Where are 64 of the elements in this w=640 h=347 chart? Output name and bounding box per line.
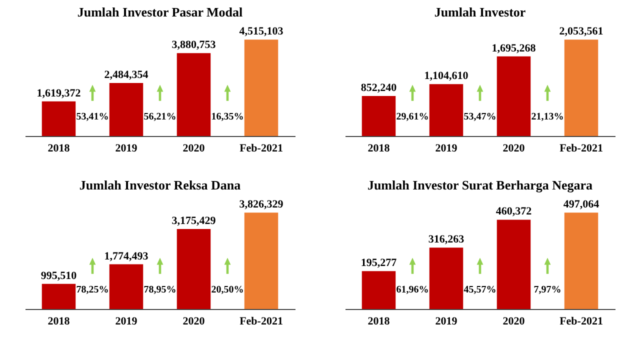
annotation: 16,35% (211, 112, 244, 123)
x-tick-label: 2020 (502, 142, 526, 154)
bar (564, 40, 598, 136)
data-label: 1,774,493 (104, 250, 149, 262)
bar (362, 271, 396, 309)
data-label: 2,484,354 (104, 68, 149, 81)
data-label: 995,510 (40, 270, 78, 282)
x-tick-label: Feb-2021 (560, 142, 603, 154)
chart-title: Jumlah Investor Pasar Modal (77, 4, 244, 20)
bar (496, 220, 531, 309)
data-label: 852,240 (360, 82, 398, 94)
data-label: 1,104,610 (424, 70, 469, 82)
annotation: 56,21% (144, 112, 176, 123)
bar (429, 248, 464, 309)
bar (564, 212, 598, 309)
annotation: 53,47% (464, 112, 496, 123)
annotation: 20,50% (211, 284, 244, 296)
data-label: 1,619,372 (36, 87, 82, 100)
annotation: 78,25% (76, 284, 109, 296)
x-tick-label: 2018 (48, 142, 70, 154)
data-label: 460,372 (496, 206, 532, 218)
data-label: 195,277 (360, 257, 398, 270)
x-tick-label: Feb-2021 (560, 316, 603, 328)
x-tick-label: Feb-2021 (240, 316, 283, 328)
annotation: 53,41% (76, 112, 109, 123)
x-tick-label: 2020 (182, 142, 206, 154)
x-tick-label: 2020 (502, 316, 526, 328)
data-label: 2,053,561 (559, 26, 604, 38)
bar (429, 84, 464, 136)
chart-title: Jumlah Investor Reksa Dana (79, 178, 242, 193)
x-tick-label: 2019 (115, 142, 138, 154)
bar (176, 228, 211, 309)
data-label: 3,880,753 (172, 39, 216, 52)
chart-title: Jumlah Investor Surat Berharga Negara (367, 178, 594, 193)
bar (244, 212, 278, 309)
x-tick-label: 2019 (435, 142, 458, 154)
bar (496, 56, 531, 136)
annotation: 61,96% (396, 284, 429, 296)
x-tick-label: 2020 (182, 316, 206, 328)
x-tick-label: Feb-2021 (240, 142, 283, 154)
bar (176, 53, 211, 136)
x-tick-label: 2018 (368, 142, 390, 154)
data-label: 3,826,329 (239, 198, 284, 211)
bar (109, 82, 144, 136)
data-label: 497,064 (563, 198, 600, 211)
chart-title: Jumlah Investor (434, 4, 526, 20)
bar (42, 284, 76, 309)
annotation: 21,13% (531, 112, 564, 123)
data-label: 1,695,268 (492, 42, 536, 54)
bar (244, 40, 278, 136)
data-label: 3,175,429 (172, 214, 216, 227)
annotation: 78,95% (144, 284, 176, 296)
annotation: 29,61% (396, 112, 429, 123)
annotation: 45,57% (464, 284, 496, 296)
bar (362, 96, 396, 136)
x-tick-label: 2018 (368, 316, 390, 328)
x-tick-label: 2018 (48, 316, 70, 328)
x-tick-label: 2019 (115, 316, 138, 328)
x-tick-label: 2019 (435, 316, 458, 328)
data-label: 4,515,103 (239, 26, 284, 38)
data-label: 316,263 (428, 234, 465, 246)
bar (109, 264, 144, 309)
annotation: 7,97% (534, 284, 562, 296)
bar (42, 101, 76, 136)
